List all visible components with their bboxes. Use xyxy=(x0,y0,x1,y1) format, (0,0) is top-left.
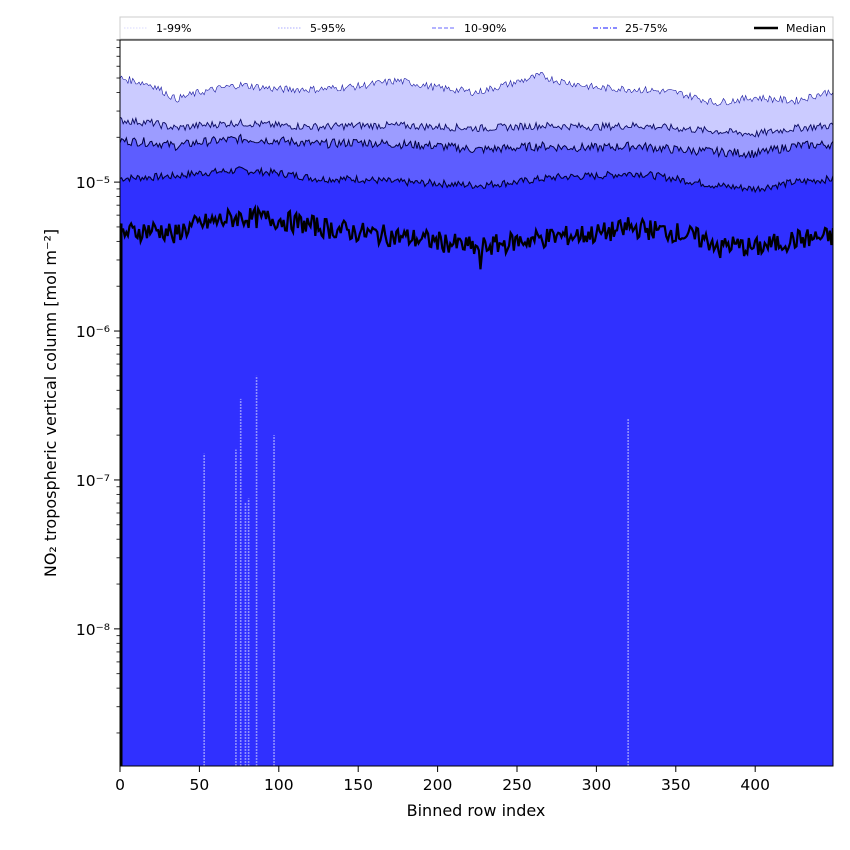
x-axis: 0 50 100 150 200 250 300 350 400 xyxy=(115,766,770,794)
band-edge-p75 xyxy=(120,72,833,107)
x-tick-label: 350 xyxy=(661,776,691,794)
legend-label: 10-90% xyxy=(464,22,506,35)
band-edge-p10 xyxy=(120,133,833,159)
plot-area xyxy=(119,39,834,767)
legend: 1-99% 5-95% 10-90% 25-75% Median xyxy=(119,16,834,40)
x-tick-label: 250 xyxy=(502,776,532,794)
x-tick-label: 150 xyxy=(343,776,373,794)
legend-label: 25-75% xyxy=(625,22,667,35)
median-line xyxy=(120,204,833,270)
band-edge-p5 xyxy=(120,166,833,194)
y-tick-label: 10⁻⁶ xyxy=(76,323,110,341)
y-tick-label: 10⁻⁷ xyxy=(76,472,110,490)
x-tick-label: 400 xyxy=(740,776,770,794)
legend-frame xyxy=(119,16,834,40)
x-tick-label: 50 xyxy=(190,776,210,794)
legend-label: 1-99% xyxy=(156,22,191,35)
y-tick-label: 10⁻⁸ xyxy=(76,621,110,639)
x-tick-label: 100 xyxy=(264,776,294,794)
y-tick-label: 10⁻⁵ xyxy=(76,174,110,192)
x-tick-label: 300 xyxy=(582,776,612,794)
plot-frame xyxy=(119,39,834,767)
x-axis-label: Binned row index xyxy=(407,801,546,820)
legend-label: 5-95% xyxy=(310,22,345,35)
y-axis-label: NO₂ tropospheric vertical column [mol m⁻… xyxy=(41,229,60,577)
band-edge-p25 xyxy=(120,116,833,138)
x-tick-label: 200 xyxy=(423,776,453,794)
band-5-95 xyxy=(120,72,833,137)
median-series xyxy=(120,204,833,270)
y-axis: 10⁻⁸ 10⁻⁷ 10⁻⁶ 10⁻⁵ xyxy=(76,39,120,734)
legend-label: Median xyxy=(786,22,826,35)
percentile-bands xyxy=(120,40,833,766)
low-value-spikes xyxy=(203,375,629,766)
x-tick-label: 0 xyxy=(115,776,125,794)
